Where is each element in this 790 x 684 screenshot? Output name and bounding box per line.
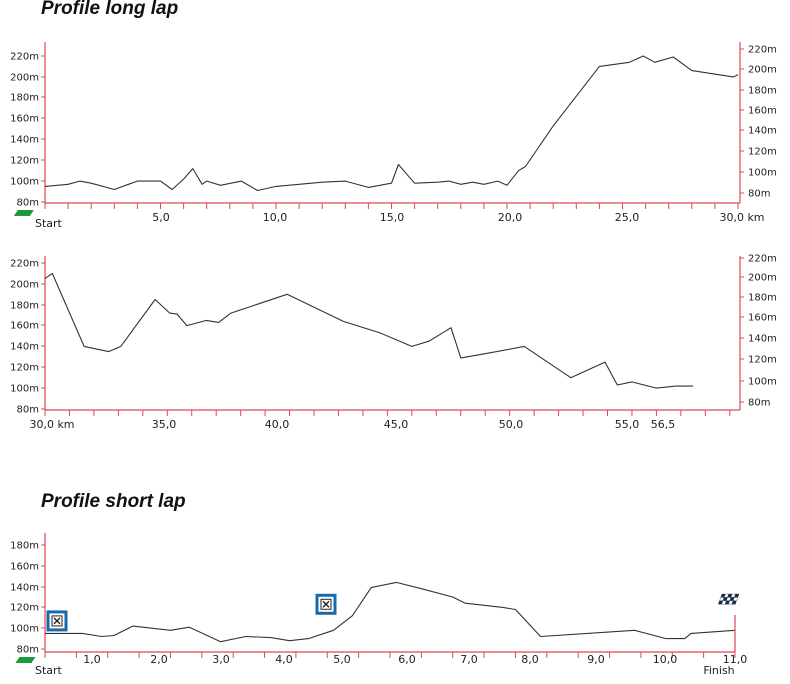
x-tick-label: 1,0 (83, 653, 101, 666)
y-tick-label: 80m (17, 645, 39, 656)
y-tick-label: 140m (10, 135, 39, 146)
y-tick-label: 120m (10, 363, 39, 374)
x-tick-label: 55,0 (615, 418, 640, 431)
x-tick-label: 4,0 (275, 653, 293, 666)
x-tick-label: 9,0 (587, 653, 605, 666)
elevation-line (45, 581, 736, 643)
y-tick-label: 120m (10, 156, 39, 167)
marker-cross (322, 600, 330, 608)
y-tick-label: 80m (17, 405, 39, 416)
y-tick-label: 100m (10, 624, 39, 635)
y-tick-label: 140m (10, 342, 39, 353)
long-lap-title: Profile long lap (41, 0, 179, 19)
finish-flag-icon (718, 593, 740, 605)
y-tick-label-right: 160m (748, 313, 777, 324)
y-tick-label-right: 140m (748, 126, 777, 137)
x-tick-label: 15,0 (380, 211, 405, 224)
x-tick-label: 2,0 (150, 653, 168, 666)
y-tick-label: 220m (10, 259, 39, 270)
y-tick-label: 80m (17, 198, 39, 209)
x-tick-label: 50,0 (499, 418, 524, 431)
profile-chart-3: 180m 160m 140m 120m 100m 80m 1,0 2,0 3,0 4,0 5,0 6,… (10, 533, 747, 677)
x-tick-label: 8,0 (521, 653, 539, 666)
y-tick-label: 120m (10, 603, 39, 614)
y-tick-label: 180m (10, 541, 39, 552)
y-tick-label-right: 180m (748, 86, 777, 97)
y-tick-label: 160m (10, 562, 39, 573)
flag-square (731, 600, 737, 605)
y-tick-label: 180m (10, 301, 39, 312)
y-tick-label-right: 120m (748, 147, 777, 158)
x-tick-label: 25,0 (615, 211, 640, 224)
x-tick-label: 3,0 (212, 653, 230, 666)
y-tick-label-right: 80m (748, 398, 770, 409)
crossing-marker-icon (315, 593, 337, 615)
y-tick-label: 160m (10, 114, 39, 125)
y-tick-label: 100m (10, 384, 39, 395)
y-tick-label-right: 200m (748, 65, 777, 76)
start-flag-icon (15, 657, 36, 663)
elevation-line (44, 55, 739, 192)
short-lap-title: Profile short lap (41, 491, 186, 512)
elevation-line (44, 272, 694, 389)
x-tick-label: 6,0 (398, 653, 416, 666)
y-tick-label-right: 160m (748, 106, 777, 117)
y-tick-label: 200m (10, 73, 39, 84)
y-tick-label-right: 140m (748, 334, 777, 345)
x-tick-label: 10,0 (263, 211, 288, 224)
x-tick-label: 30,0 km (29, 418, 74, 431)
y-tick-label: 140m (10, 583, 39, 594)
y-tick-label-right: 100m (748, 168, 777, 179)
x-tick-label: 30,0 km (719, 211, 764, 224)
x-tick-label: 40,0 (265, 418, 290, 431)
x-tick-label: 56,5 (651, 418, 676, 431)
y-tick-label-right: 100m (748, 377, 777, 388)
start-label: Start (35, 217, 63, 230)
crossing-marker-icon (46, 610, 68, 632)
finish-label: Finish (703, 664, 734, 677)
y-tick-label: 220m (10, 52, 39, 63)
profile-chart-2: 220m 200m 180m 160m 140m 120m 100m 80m 220m 200m 1… (10, 254, 777, 432)
x-tick-label: 35,0 (152, 418, 177, 431)
x-tick-label: 5,0 (333, 653, 351, 666)
start-flag-icon (13, 210, 34, 216)
x-tick-label: 10,0 (653, 653, 678, 666)
start-label: Start (35, 664, 63, 677)
y-tick-label-right: 220m (748, 45, 777, 56)
y-tick-label: 160m (10, 321, 39, 332)
marker-cross (53, 617, 61, 625)
x-tick-label: 11,0 (723, 653, 748, 666)
y-tick-label-right: 120m (748, 355, 777, 366)
x-tick-label: 5,0 (152, 211, 170, 224)
y-tick-label: 100m (10, 177, 39, 188)
x-tick-label: 45,0 (384, 418, 409, 431)
profile-chart-1: 220m 200m 180m 160m 140m 120m 100m 80m 220m 200m 1… (10, 42, 777, 230)
y-tick-label-right: 80m (748, 189, 770, 200)
y-tick-label-right: 200m (748, 273, 777, 284)
y-tick-label-right: 220m (748, 254, 777, 265)
x-tick-label: 7,0 (460, 653, 478, 666)
y-tick-label: 180m (10, 93, 39, 104)
y-tick-label-right: 180m (748, 293, 777, 304)
x-tick-label: 20,0 (498, 211, 523, 224)
y-tick-label: 200m (10, 280, 39, 291)
